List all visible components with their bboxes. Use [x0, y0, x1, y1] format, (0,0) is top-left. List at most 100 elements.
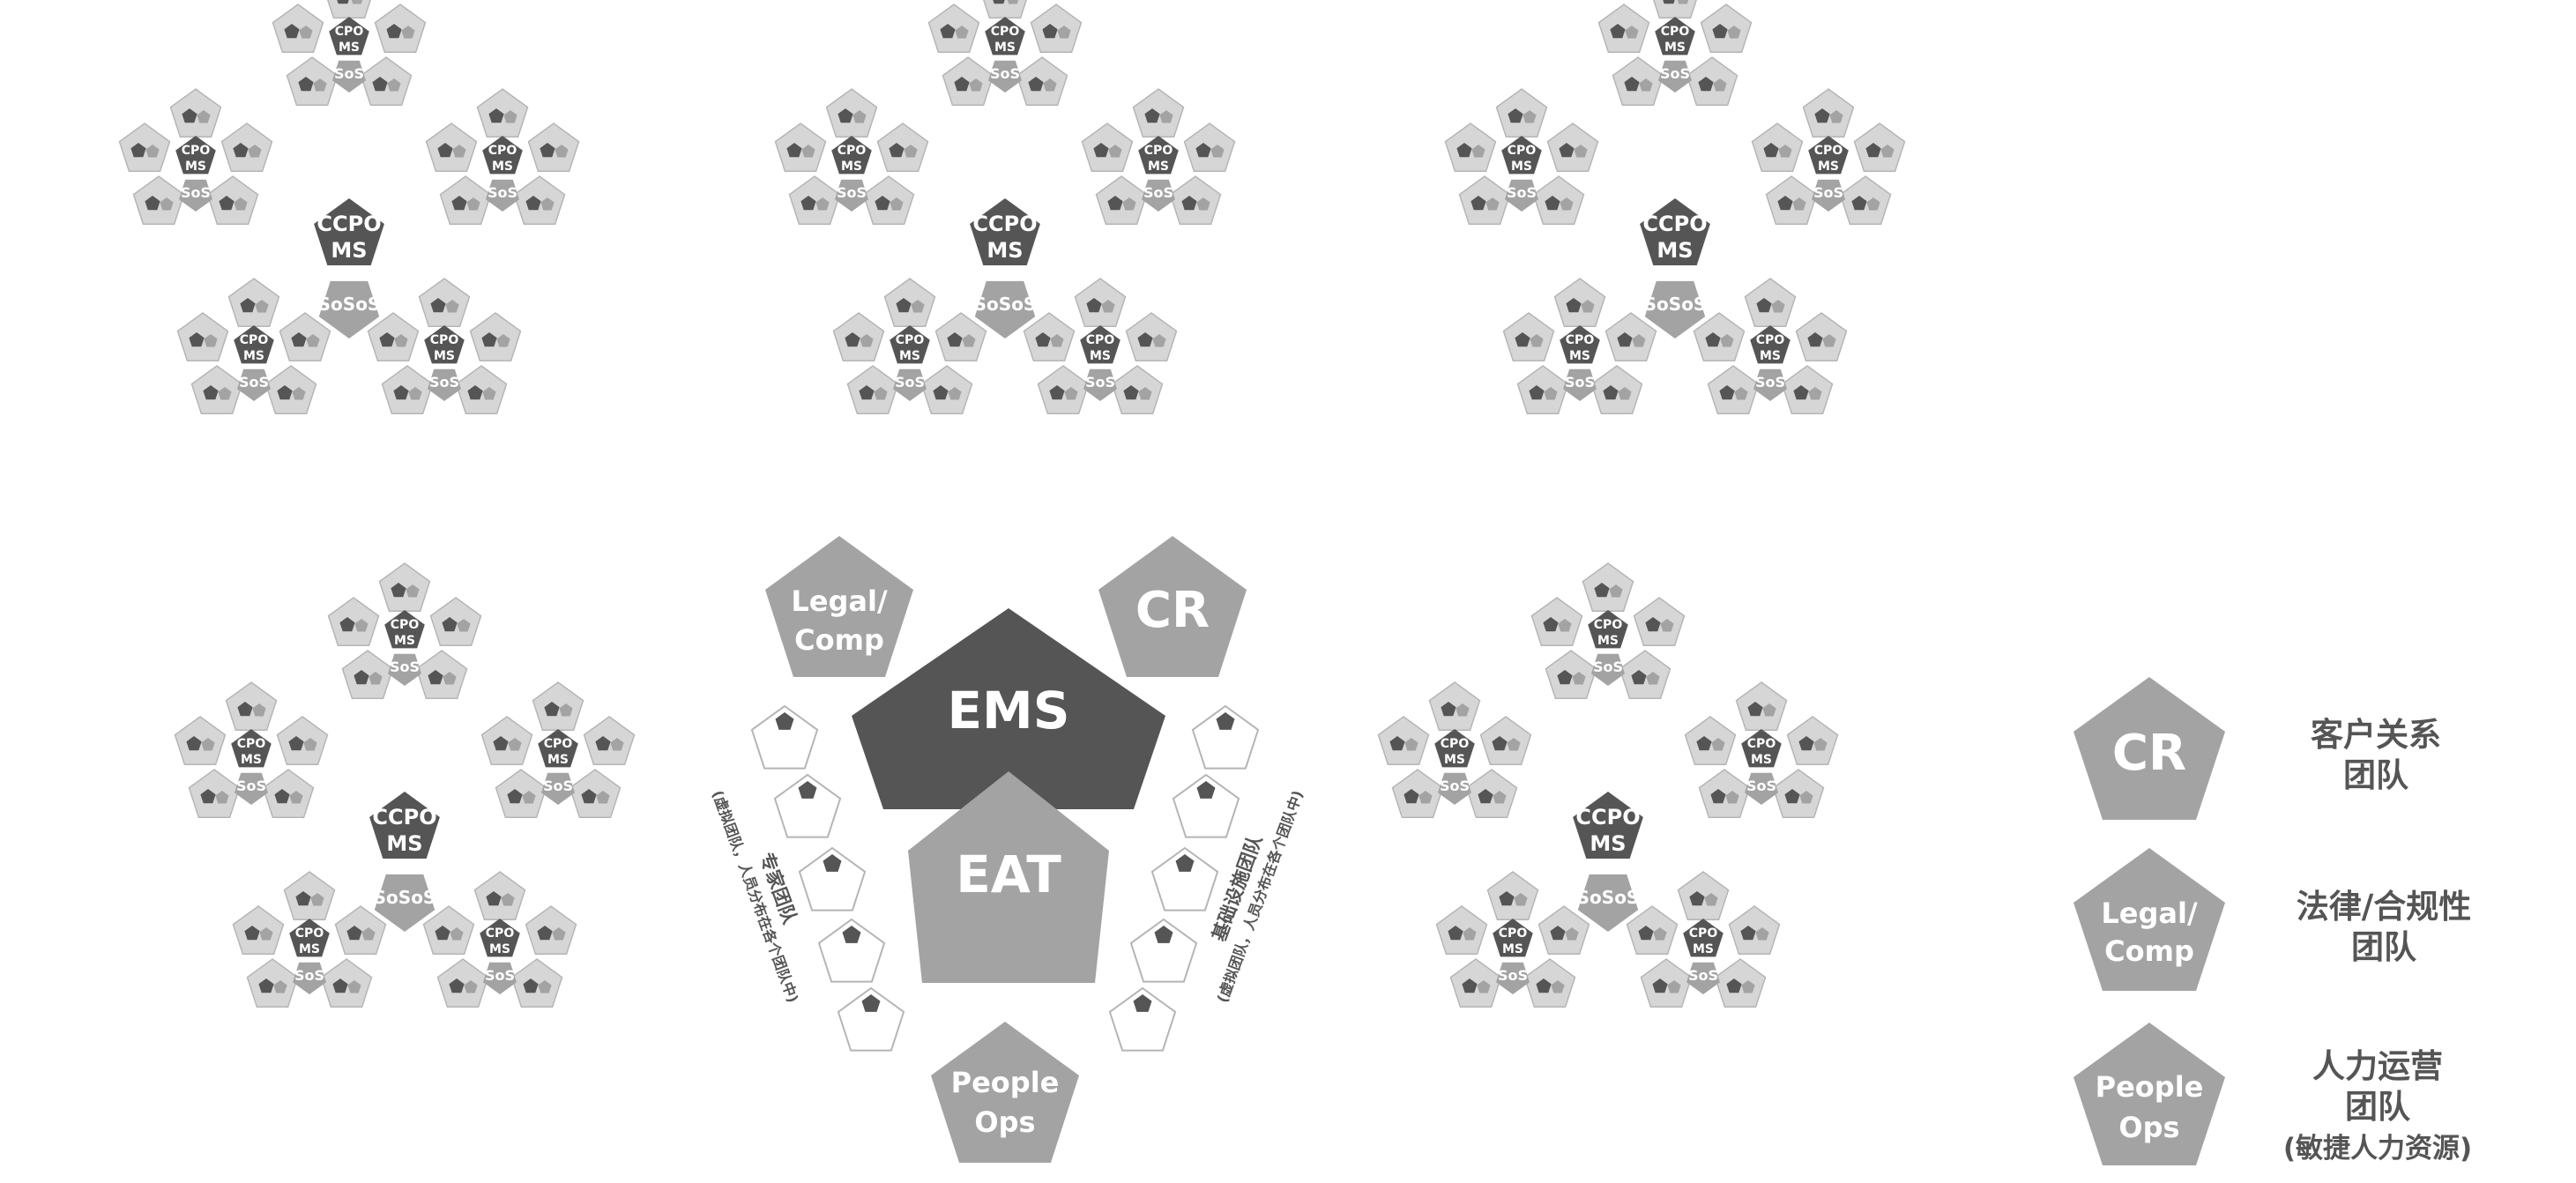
team-member-light-icon: [1581, 300, 1595, 313]
team-unit: [825, 88, 878, 138]
team-member-light-icon: [234, 197, 248, 211]
ms-label: MS: [434, 349, 455, 363]
cpo-label: CPO: [488, 144, 517, 158]
team-member-light-icon: [1122, 197, 1136, 211]
team-unit: [1435, 905, 1488, 956]
team-unit: [1795, 312, 1848, 362]
team-member-light-icon: [1771, 300, 1785, 313]
team-unit: [232, 905, 285, 956]
team-member-light-icon: [1493, 791, 1507, 804]
team-member-light-icon: [351, 0, 363, 4]
cpo-ms-pentagon: [1741, 729, 1782, 768]
team-member-light-icon: [354, 619, 369, 632]
ms-label: MS: [1760, 349, 1781, 363]
team-unit: [1546, 123, 1599, 173]
team-unit: [334, 905, 387, 956]
team-member-light-icon: [197, 110, 211, 123]
sos-label: SoS: [236, 778, 266, 794]
sos-pentagon: [428, 368, 461, 401]
team-member-dark-icon: [1144, 108, 1160, 123]
team-member-light-icon: [1463, 927, 1477, 941]
team-member-light-icon: [1725, 791, 1739, 804]
member-icon: [1196, 781, 1216, 799]
team-member-dark-icon: [1698, 77, 1714, 92]
ccpo-label: CCPO: [972, 212, 1037, 236]
cpo-ms-pentagon: [480, 919, 520, 957]
team-unit: [1444, 123, 1497, 173]
team-unit: [367, 312, 420, 362]
virtual-member-pentagon: [1150, 846, 1219, 911]
virtual-team-member: [817, 918, 886, 983]
team-member-light-icon: [452, 145, 466, 158]
sos-label: SoS: [181, 184, 211, 201]
cpo-ms-pentagon: [289, 919, 330, 957]
team-unit: [927, 4, 980, 54]
team-member-light-icon: [218, 387, 232, 400]
team-member-light-icon: [508, 738, 522, 751]
cpo-ms-pentagon: [1560, 325, 1600, 364]
team-member-dark-icon: [1710, 789, 1726, 804]
team-member-light-icon: [1108, 145, 1122, 158]
cpo-label: CPO: [1508, 144, 1537, 158]
team-member-dark-icon: [237, 702, 253, 717]
virtual-team-member: [1129, 918, 1198, 983]
sub-cluster: CPO MS SoS: [174, 681, 329, 819]
people-ops-label-line2: Ops: [974, 1105, 1035, 1139]
team-member-light-icon: [1574, 145, 1588, 158]
team-member-light-icon: [201, 738, 215, 751]
sos-label: SoS: [485, 967, 515, 984]
sos-label: SoS: [1755, 374, 1785, 391]
ems-pentagon: [852, 608, 1165, 809]
cpo-label: CPO: [295, 926, 324, 941]
sub-cluster: CPO MS SoS: [1684, 681, 1839, 819]
team-unit: [272, 4, 324, 54]
team-member-dark-icon: [1456, 143, 1472, 158]
team-unit: [1698, 769, 1751, 819]
team-unit: [1037, 365, 1090, 415]
cpo-label: CPO: [544, 737, 573, 751]
sososos-pentagon: [374, 874, 436, 932]
team-member-dark-icon: [386, 24, 402, 39]
ms-label: MS: [241, 753, 262, 767]
team-member-light-icon: [852, 110, 867, 123]
team-member-light-icon: [962, 334, 976, 347]
sos-pentagon: [1812, 179, 1845, 212]
team-member-dark-icon: [1042, 24, 1058, 39]
team-member-light-icon: [1711, 738, 1725, 751]
team-member-light-icon: [369, 672, 383, 685]
team-member-dark-icon: [1499, 891, 1515, 906]
team-member-light-icon: [457, 619, 471, 632]
sososos-pentagon: [974, 280, 1036, 339]
team-unit: [1700, 4, 1753, 54]
team-unit: [1839, 175, 1892, 226]
ms-label: MS: [1751, 753, 1772, 767]
team-member-light-icon: [555, 145, 569, 158]
team-member-dark-icon: [486, 891, 502, 906]
ms-label: MS: [1818, 160, 1839, 174]
team-member-dark-icon: [393, 385, 409, 400]
team-member-dark-icon: [1807, 332, 1823, 347]
team-member-dark-icon: [889, 143, 905, 158]
team-member-dark-icon: [130, 143, 146, 158]
team-member-light-icon: [313, 78, 327, 92]
team-unit: [862, 175, 915, 226]
team-member-light-icon: [911, 300, 925, 313]
ms-label: MS: [185, 160, 206, 174]
cpo-ms-pentagon: [384, 610, 425, 649]
team-member-dark-icon: [189, 332, 205, 347]
team-unit: [1016, 56, 1068, 107]
team-member-dark-icon: [540, 143, 555, 158]
team-member-dark-icon: [1515, 332, 1530, 347]
team-member-light-icon: [874, 387, 888, 400]
team-unit: [1677, 871, 1730, 921]
sub-cluster: CPO MS SoS: [832, 278, 987, 415]
cpo-label: CPO: [1814, 144, 1843, 158]
team-unit: [378, 562, 431, 613]
team-unit: [1530, 597, 1583, 647]
team-unit: [1030, 4, 1083, 54]
team-member-dark-icon: [442, 617, 458, 632]
team-member-dark-icon: [1740, 926, 1756, 941]
cr-pentagon: [1098, 536, 1247, 677]
team-unit: [1479, 716, 1532, 766]
